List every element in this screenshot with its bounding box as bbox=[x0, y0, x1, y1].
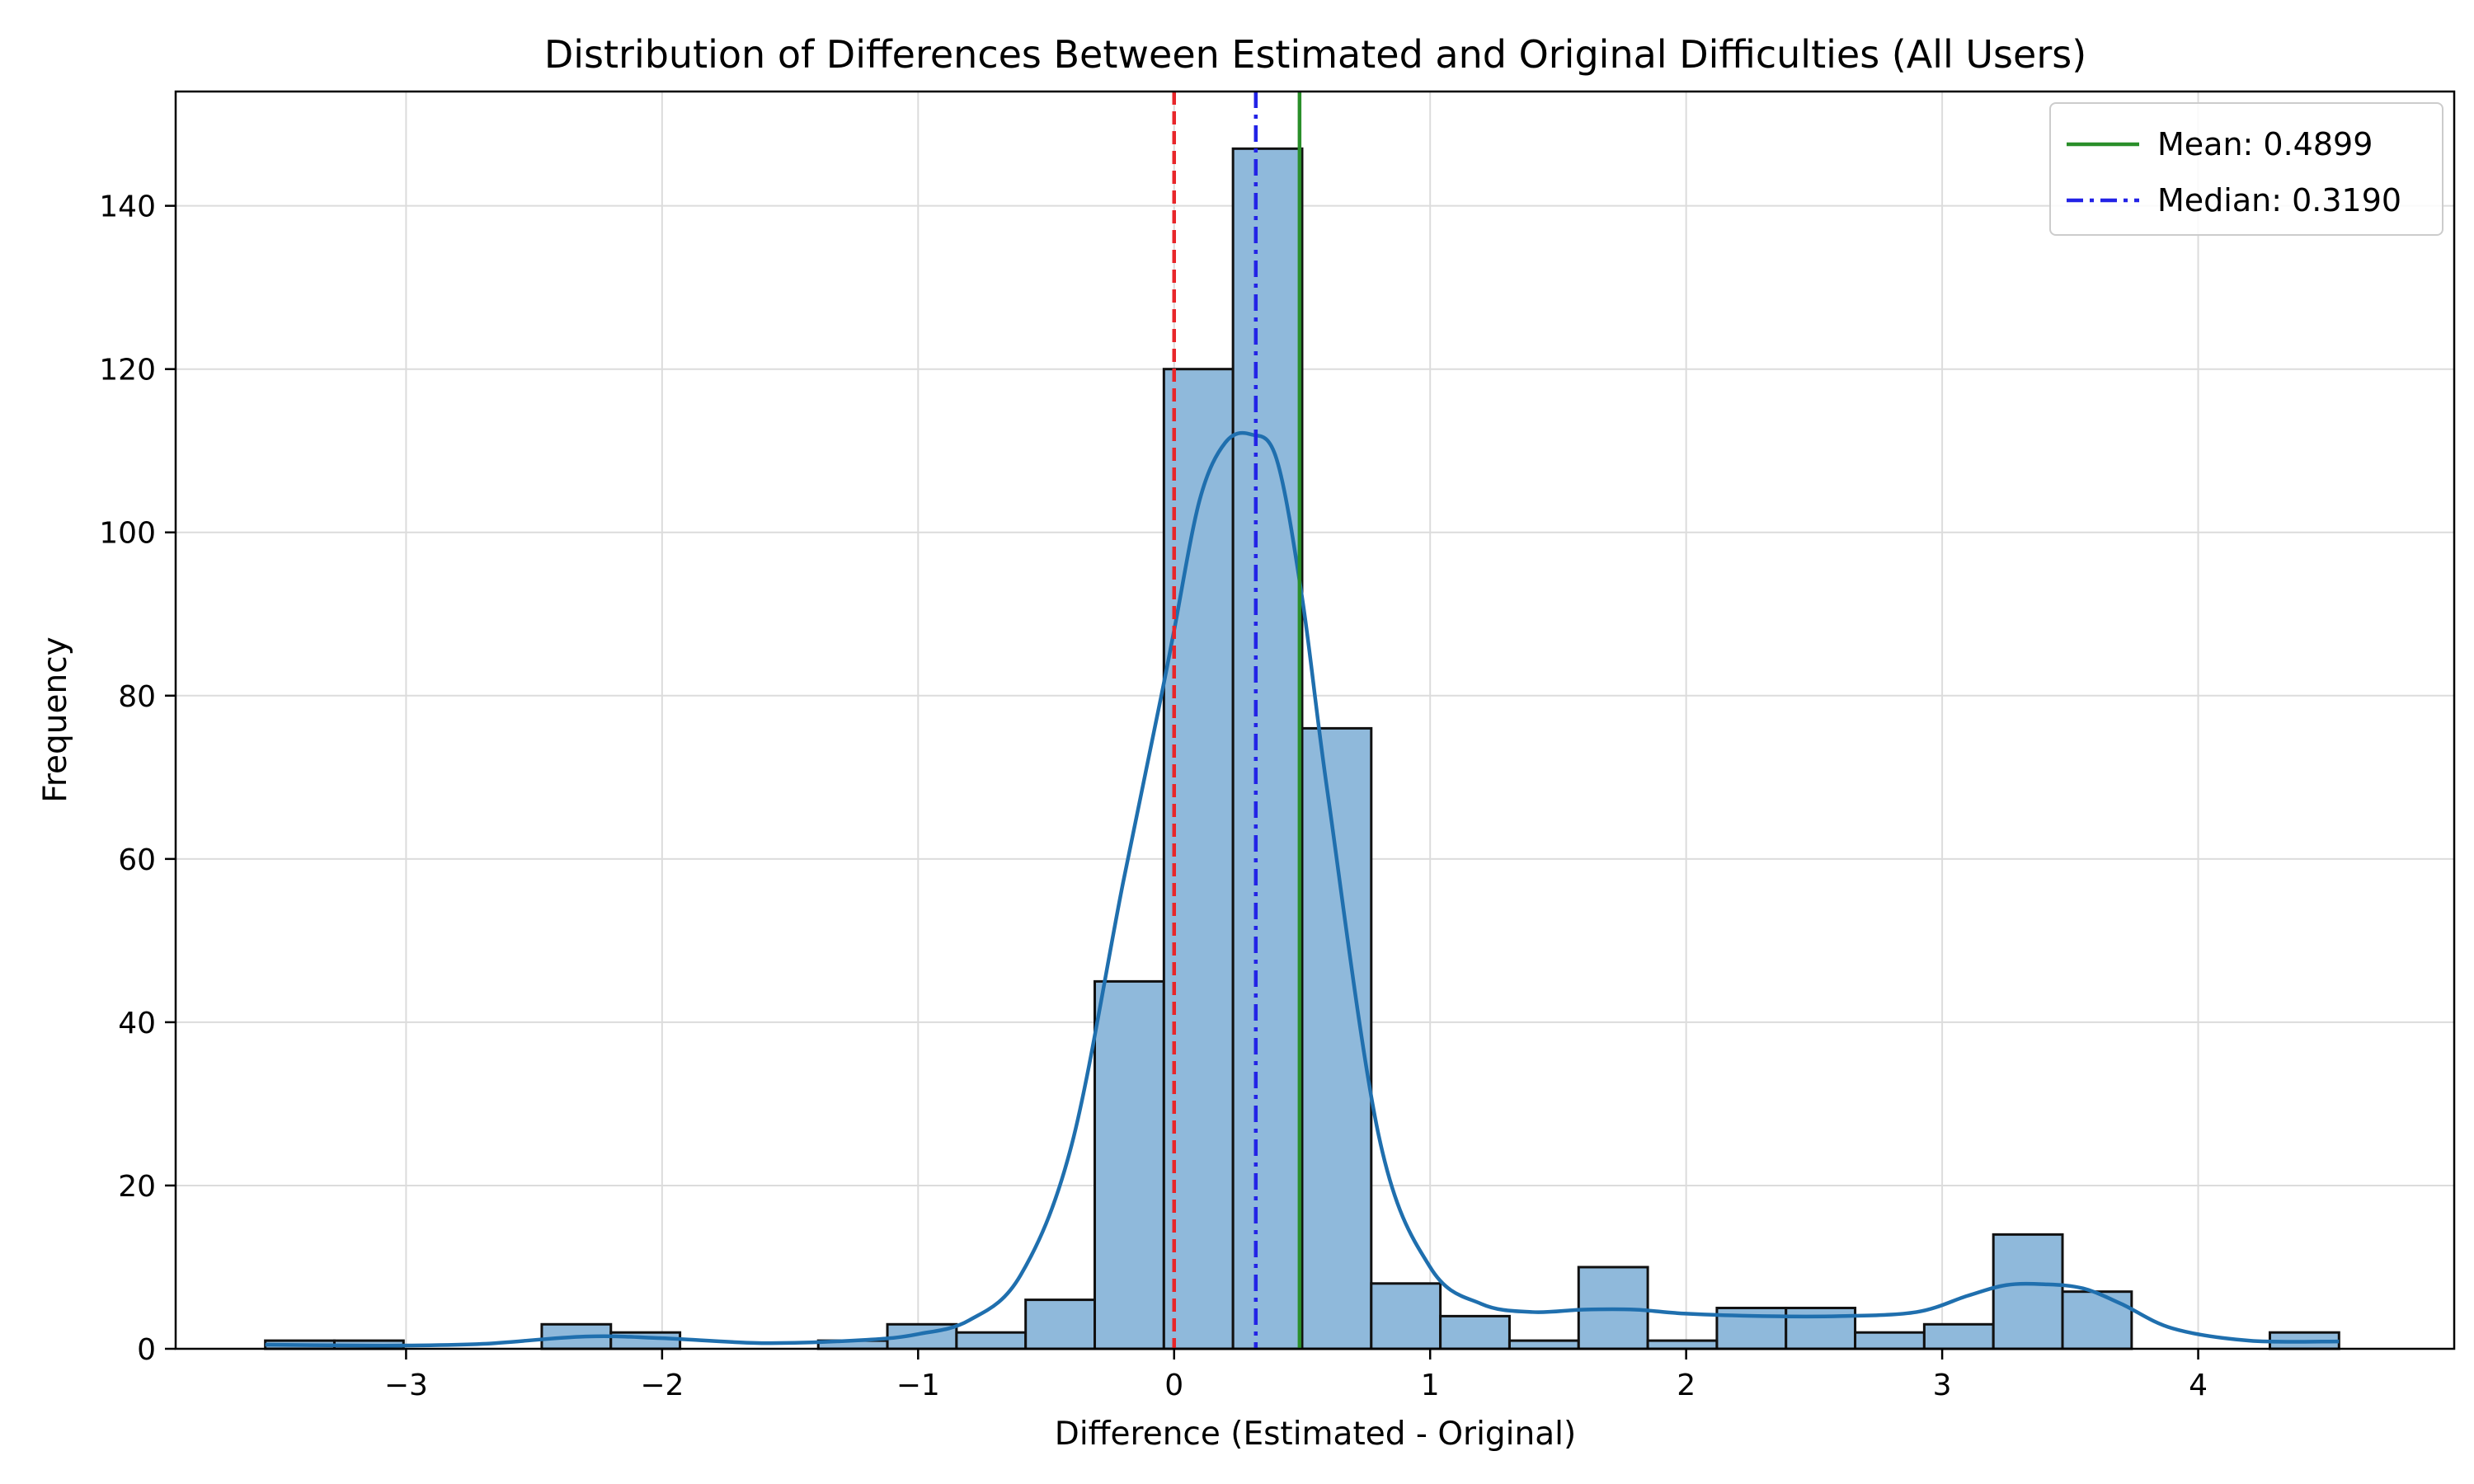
plot-frame bbox=[174, 90, 2456, 1350]
y-axis-label: Frequency bbox=[37, 636, 74, 802]
kde-curve-group bbox=[265, 430, 2340, 1348]
histogram-bar bbox=[1646, 1339, 1719, 1350]
histogram-bar bbox=[1992, 1233, 2064, 1350]
histogram-bar bbox=[1300, 726, 1373, 1350]
y-tick-label: 120 bbox=[99, 354, 156, 387]
legend-label: Median: 0.3190 bbox=[2157, 182, 2401, 218]
histogram-bar bbox=[1094, 979, 1165, 1350]
histogram-bar bbox=[1854, 1331, 1926, 1350]
x-tick-label: −1 bbox=[896, 1369, 940, 1402]
legend: Mean: 0.4899 Median: 0.3190 bbox=[2049, 102, 2443, 236]
histogram-bar bbox=[1785, 1306, 1857, 1350]
histogram-bar bbox=[1439, 1314, 1511, 1350]
x-tick-label: −2 bbox=[640, 1369, 684, 1402]
histogram-bar bbox=[1922, 1322, 1995, 1350]
chart-title: Distribution of Differences Between Esti… bbox=[544, 32, 2086, 77]
histogram-bars bbox=[264, 147, 2340, 1350]
kde-curve bbox=[265, 430, 2340, 1348]
x-axis-ticks: −3 −2 −1 0 1 2 3 4 bbox=[384, 1349, 2208, 1402]
histogram-bar bbox=[2061, 1290, 2133, 1350]
histogram-bar bbox=[1024, 1298, 1097, 1350]
x-tick-label: −3 bbox=[384, 1369, 428, 1402]
reference-lines bbox=[1172, 92, 1302, 1349]
x-tick-label: 4 bbox=[2189, 1369, 2208, 1402]
histogram-bar bbox=[1370, 1282, 1442, 1350]
histogram-bar bbox=[1231, 147, 1304, 1350]
y-axis-ticks: 0 20 40 60 80 100 120 140 bbox=[99, 190, 176, 1367]
x-axis-label: Difference (Estimated - Original) bbox=[1055, 1416, 1576, 1453]
y-tick-label: 40 bbox=[118, 1007, 156, 1040]
y-tick-label: 80 bbox=[118, 680, 156, 714]
x-tick-label: 0 bbox=[1164, 1369, 1183, 1402]
legend-label: Mean: 0.4899 bbox=[2157, 126, 2373, 162]
histogram-bar bbox=[1507, 1339, 1580, 1350]
y-tick-label: 0 bbox=[137, 1333, 156, 1367]
legend-box bbox=[2049, 102, 2443, 236]
y-tick-label: 140 bbox=[99, 190, 156, 224]
x-tick-label: 3 bbox=[1933, 1369, 1952, 1402]
histogram-bar bbox=[955, 1331, 1028, 1350]
y-tick-label: 100 bbox=[99, 517, 156, 551]
x-tick-label: 2 bbox=[1677, 1369, 1696, 1402]
x-tick-label: 1 bbox=[1421, 1369, 1440, 1402]
y-tick-label: 20 bbox=[118, 1170, 156, 1204]
y-tick-label: 60 bbox=[118, 843, 156, 877]
